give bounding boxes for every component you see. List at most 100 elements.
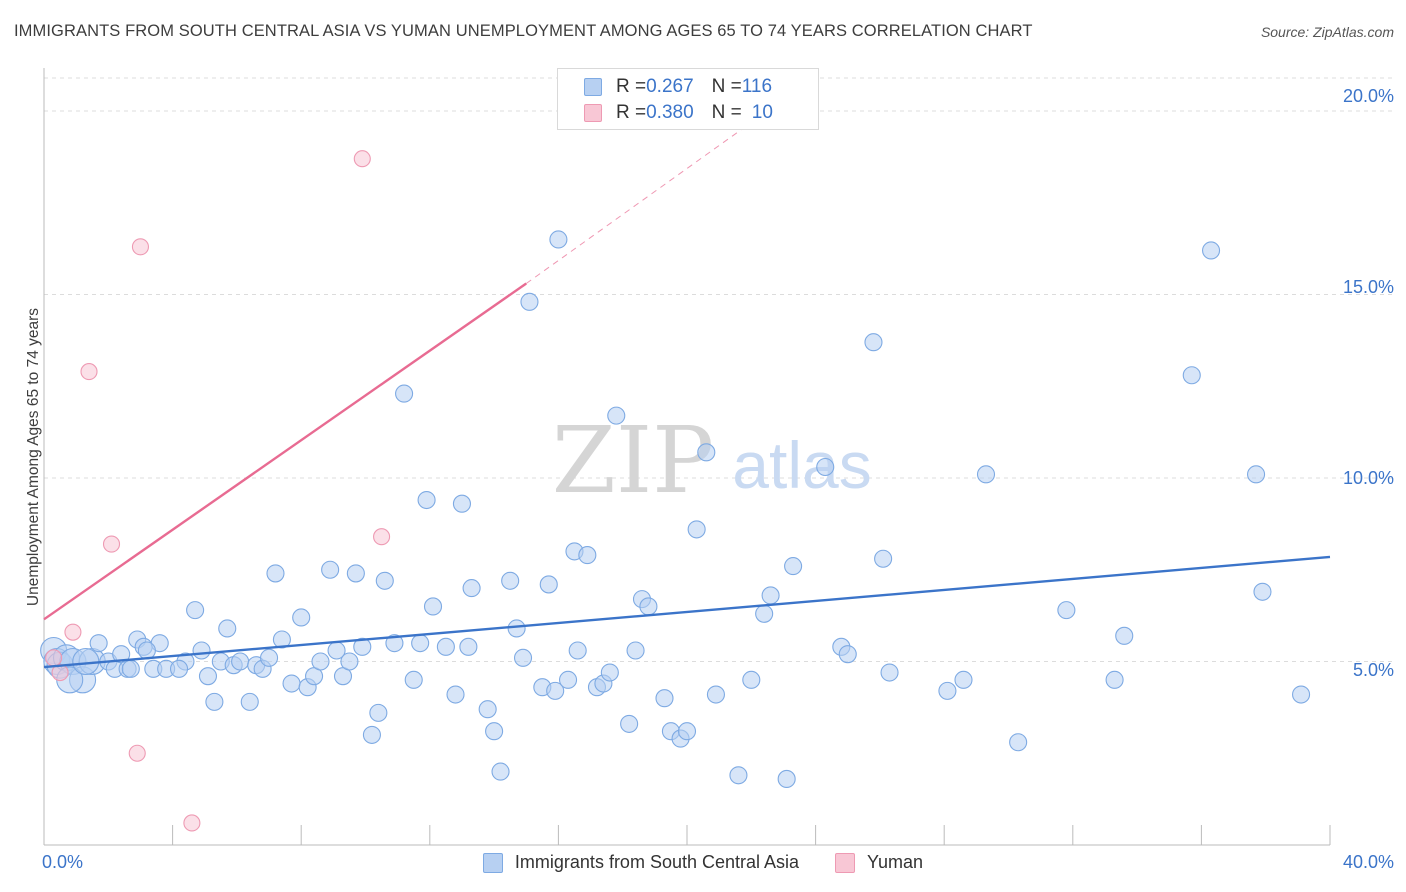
immigrants-point: [677, 722, 697, 741]
immigrants-point: [578, 546, 597, 565]
legend-swatch-pink: [835, 852, 856, 873]
legend-r-label: R =: [616, 102, 647, 123]
immigrants-point: [513, 648, 533, 667]
legend-n-value: 116: [741, 76, 773, 97]
legend-item-immigrants: Immigrants from South Central Asia: [482, 852, 800, 873]
immigrants-point: [423, 597, 443, 616]
chart-title: IMMIGRANTS FROM SOUTH CENTRAL ASIA VS YU…: [14, 22, 1033, 40]
immigrants-point: [729, 766, 748, 785]
legend-n-label: N =: [711, 102, 742, 123]
immigrants-point: [880, 663, 899, 682]
immigrants-point: [976, 465, 996, 484]
immigrants-point: [446, 685, 465, 704]
immigrants-point: [259, 648, 279, 667]
immigrants-point: [938, 681, 957, 700]
watermark-atlas: atlas: [732, 428, 871, 502]
immigrants-point: [777, 769, 796, 788]
yuman-trendline-extension: [525, 128, 742, 284]
legend-label-immigrants: Immigrants from South Central Asia: [514, 852, 800, 872]
immigrants-point: [485, 722, 504, 741]
immigrants-point: [816, 457, 835, 477]
x-tick-label-min: 0.0%: [42, 852, 84, 872]
immigrants-point: [600, 663, 619, 682]
immigrants-point: [395, 384, 414, 403]
yuman-point: [131, 238, 149, 256]
immigrants-point: [205, 692, 224, 711]
immigrants-point: [1247, 465, 1266, 484]
immigrants-point: [1253, 582, 1272, 601]
immigrants-point: [697, 443, 716, 462]
immigrants-point: [340, 652, 359, 671]
immigrants-point: [1182, 366, 1201, 385]
immigrants-point: [459, 637, 478, 656]
immigrants-point: [321, 560, 340, 579]
y-tick-label-20: 20.0%: [1342, 86, 1394, 106]
immigrants-point: [478, 700, 497, 719]
immigrants-point: [568, 641, 587, 660]
immigrants-point: [240, 692, 259, 711]
immigrants-point: [520, 292, 539, 311]
yuman-point: [128, 744, 146, 762]
immigrants-point: [874, 549, 893, 568]
trend-layer: [43, 128, 1331, 669]
immigrants-point: [452, 494, 472, 513]
legend-swatch-blue: [482, 852, 503, 873]
yuman-point: [80, 363, 98, 381]
immigrants-point: [272, 630, 291, 649]
immigrants-point: [292, 608, 311, 627]
immigrants-point: [501, 571, 520, 590]
immigrants-point: [539, 575, 558, 594]
immigrants-point: [607, 406, 626, 425]
immigrants-point: [1201, 241, 1221, 260]
immigrants-point: [626, 641, 645, 660]
immigrants-point: [121, 659, 140, 678]
immigrants-point: [186, 601, 205, 620]
yuman-point: [64, 623, 82, 641]
legend-row-immigrants: R = 0.267 N = 116: [584, 75, 772, 99]
immigrants-point: [1292, 685, 1311, 704]
immigrants-point: [546, 681, 565, 700]
immigrants-point: [369, 703, 388, 722]
axis-layer: [43, 68, 1331, 846]
immigrants-point: [417, 490, 436, 510]
immigrants-point: [436, 637, 455, 656]
legend-row-yuman: R = 0.380 N = 10: [584, 101, 773, 125]
immigrants-point: [231, 652, 250, 671]
immigrants-point: [755, 604, 774, 623]
immigrants-point: [1115, 626, 1134, 645]
immigrants-point: [549, 230, 568, 249]
immigrants-point: [620, 714, 639, 733]
immigrants-point: [353, 637, 372, 656]
watermark-zip: ZIP: [552, 407, 714, 514]
source-label: Source: ZipAtlas.com: [1260, 24, 1394, 40]
yuman-point: [353, 150, 371, 168]
immigrants-point: [558, 670, 578, 689]
immigrants-trendline: [43, 555, 1331, 669]
y-tick-label-10: 10.0%: [1342, 468, 1394, 488]
legend-swatch-pink: [584, 104, 602, 122]
immigrants-point: [1057, 601, 1076, 620]
y-tick-label-5: 5.0%: [1352, 660, 1394, 680]
immigrants-point: [375, 571, 394, 590]
immigrants-point: [282, 674, 301, 693]
immigrants-point: [346, 564, 365, 583]
legend-r-label: R =: [616, 76, 647, 97]
y-tick-label-15: 15.0%: [1342, 277, 1394, 297]
immigrants-point: [266, 564, 285, 583]
immigrants-point: [507, 619, 526, 638]
immigrants-point: [784, 557, 803, 576]
immigrants-point: [1009, 733, 1028, 752]
immigrants-point: [311, 652, 330, 671]
immigrants-point: [411, 634, 430, 653]
legend-r-value: 0.380: [646, 102, 694, 123]
yuman-trendline: [43, 282, 527, 621]
immigrants-point: [137, 641, 156, 660]
legend-n-label: N =: [711, 76, 742, 97]
immigrants-point: [838, 645, 857, 664]
immigrants-point: [385, 634, 404, 653]
watermark: ZIP atlas: [552, 407, 872, 514]
legend-n-value: 10: [751, 102, 773, 123]
correlation-legend: R = 0.267 N = 116 R = 0.380 N = 10: [557, 68, 819, 130]
yuman-point: [373, 528, 391, 546]
legend-item-yuman: Yuman: [835, 852, 923, 873]
